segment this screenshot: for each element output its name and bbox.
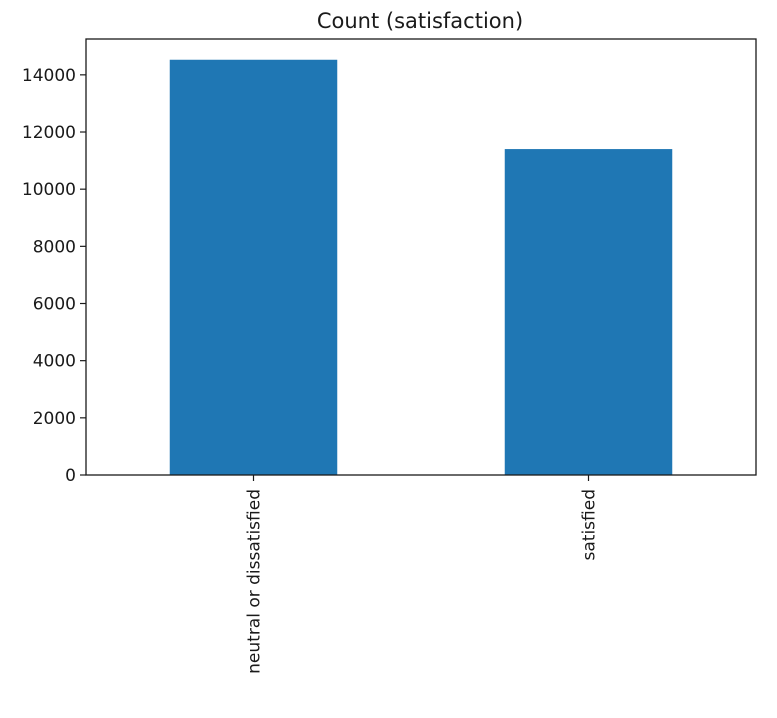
x-axis: neutral or dissatisfied satisfied — [245, 475, 600, 674]
bar-1 — [504, 149, 673, 476]
y-tick-label-5: 10000 — [22, 180, 76, 200]
y-axis: 0 2000 4000 6000 8000 10000 12000 14000 — [22, 66, 86, 486]
y-tick-label-6: 12000 — [22, 123, 76, 143]
bar-0 — [169, 59, 338, 476]
plot-frame — [85, 38, 757, 476]
y-tick-label-4: 8000 — [33, 237, 76, 257]
x-tick-label-0: neutral or dissatisfied — [245, 489, 265, 674]
chart-title: Count (satisfaction) — [317, 9, 523, 33]
y-tick-label-2: 4000 — [33, 352, 76, 372]
y-tick-label-7: 14000 — [22, 66, 76, 86]
y-tick-label-1: 2000 — [33, 409, 76, 429]
x-tick-label-1: satisfied — [580, 489, 600, 560]
bars-group — [169, 59, 673, 476]
y-tick-label-0: 0 — [65, 466, 76, 486]
y-tick-label-3: 6000 — [33, 295, 76, 315]
